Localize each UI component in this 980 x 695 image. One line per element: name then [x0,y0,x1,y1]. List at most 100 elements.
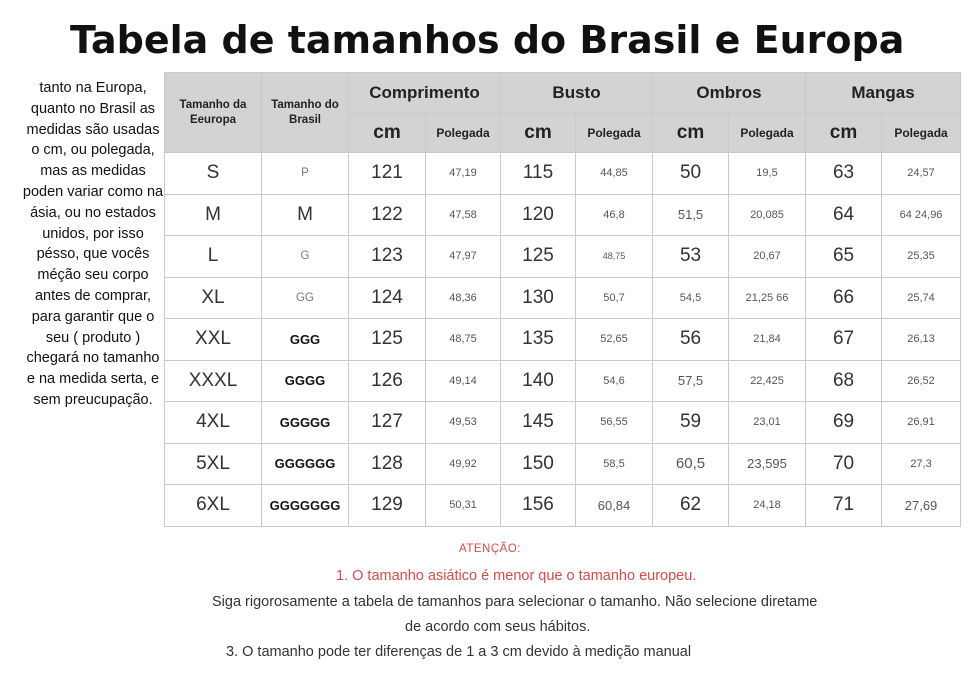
br-size-cell: G [261,235,349,278]
mangas-pol-cell: 26,91 [881,401,962,444]
mangas-pol-cell: 27,3 [881,442,962,485]
ombros-pol-cell: 23,595 [728,442,807,485]
table-row: 4XL GGGGG 127 49,53 145 56,55 59 23,01 6… [164,401,962,444]
busto-cm-cell: 120 [500,193,576,236]
comprimento-cm-cell: 125 [348,318,426,361]
ombros-pol-cell: 20,67 [728,235,807,278]
comprimento-pol-cell: 49,53 [425,401,501,444]
busto-cm-cell: 156 [500,484,576,527]
page-title: Tabela de tamanhos do Brasil e Europa [70,18,905,62]
mangas-pol-cell: 26,13 [881,318,962,361]
mangas-cm-cell: 64 [805,193,883,236]
comprimento-pol-cell: 50,31 [425,484,501,527]
br-size-cell: GGGG [261,359,349,402]
comprimento-pol-cell: 48,75 [425,318,501,361]
mangas-cm-cell: 63 [805,152,883,195]
busto-pol-cell: 50,7 [574,276,654,319]
header-busto: Busto [499,72,654,114]
br-size-cell: GGGGGGG [261,484,349,527]
comprimento-pol-cell: 49,14 [425,359,501,402]
ombros-cm-cell: 54,5 [652,276,730,319]
eu-size-cell: 4XL [164,401,262,444]
header-polegada: Polegada [425,113,501,153]
br-size-cell: GGG [261,318,349,361]
busto-cm-cell: 150 [500,442,576,485]
mangas-cm-cell: 69 [805,401,883,444]
ombros-pol-cell: 23,01 [728,401,807,444]
comprimento-pol-cell: 47,19 [425,152,501,195]
comprimento-cm-cell: 127 [348,401,426,444]
header-eu-size: Tamanho da Eeuropa [164,72,262,153]
ombros-cm-cell: 51,5 [652,193,730,236]
mangas-cm-cell: 70 [805,442,883,485]
table-row: XXXL GGGG 126 49,14 140 54,6 57,5 22,425… [164,359,962,402]
mangas-cm-cell: 71 [805,484,883,527]
table-row: XXL GGG 125 48,75 135 52,65 56 21,84 67 … [164,318,962,361]
header-comprimento: Comprimento [348,72,501,114]
busto-pol-cell: 60,84 [574,484,654,527]
eu-size-cell: XXL [164,318,262,361]
attention-line-3: de acordo com seus hábitos. [405,619,591,635]
header-polegada: Polegada [881,113,962,153]
comprimento-cm-cell: 129 [348,484,426,527]
br-size-cell: M [261,193,349,236]
comprimento-cm-cell: 121 [348,152,426,195]
ombros-cm-cell: 57,5 [652,359,730,402]
table-row: XL GG 124 48,36 130 50,7 54,5 21,25 66 6… [164,276,962,319]
attention-heading: ATENÇÃO: [459,543,521,555]
mangas-pol-cell: 25,74 [881,276,962,319]
br-size-cell: GGGGGG [261,442,349,485]
mangas-cm-cell: 65 [805,235,883,278]
busto-pol-cell: 44,85 [574,152,654,195]
ombros-pol-cell: 20,085 [728,193,807,236]
table-row: L G 123 47,97 125 48,75 53 20,67 65 25,3… [164,235,962,278]
mangas-pol-cell: 25,35 [881,235,962,278]
comprimento-cm-cell: 126 [348,359,426,402]
ombros-cm-cell: 50 [652,152,730,195]
eu-size-cell: S [164,152,262,195]
eu-size-cell: M [164,193,262,236]
busto-cm-cell: 140 [500,359,576,402]
comprimento-pol-cell: 47,97 [425,235,501,278]
header-br-size: Tamanho do Brasil [261,72,349,153]
eu-size-cell: XL [164,276,262,319]
table-row: 6XL GGGGGGG 129 50,31 156 60,84 62 24,18… [164,484,962,527]
comprimento-cm-cell: 124 [348,276,426,319]
header-cm: cm [348,113,426,153]
ombros-cm-cell: 62 [652,484,730,527]
busto-pol-cell: 58,5 [574,442,654,485]
header-cm: cm [652,113,730,153]
busto-pol-cell: 56,55 [574,401,654,444]
busto-pol-cell: 46,8 [574,193,654,236]
comprimento-pol-cell: 49,92 [425,442,501,485]
ombros-cm-cell: 59 [652,401,730,444]
busto-cm-cell: 145 [500,401,576,444]
header-cm: cm [805,113,883,153]
mangas-cm-cell: 66 [805,276,883,319]
br-size-cell: GG [261,276,349,319]
ombros-cm-cell: 53 [652,235,730,278]
busto-cm-cell: 130 [500,276,576,319]
attention-line-2: Siga rigorosamente a tabela de tamanhos … [212,594,818,610]
eu-size-cell: 6XL [164,484,262,527]
busto-pol-cell: 54,6 [574,359,654,402]
comprimento-pol-cell: 47,58 [425,193,501,236]
ombros-cm-cell: 60,5 [652,442,730,485]
header-cm: cm [500,113,576,153]
mangas-pol-cell: 27,69 [881,484,962,527]
ombros-pol-cell: 21,84 [728,318,807,361]
ombros-pol-cell: 19,5 [728,152,807,195]
busto-pol-cell: 48,75 [574,235,654,278]
br-size-cell: P [261,152,349,195]
comprimento-cm-cell: 122 [348,193,426,236]
table-row: S P 121 47,19 115 44,85 50 19,5 63 24,57 [164,152,962,195]
busto-pol-cell: 52,65 [574,318,654,361]
mangas-pol-cell: 24,57 [881,152,962,195]
comprimento-cm-cell: 128 [348,442,426,485]
busto-cm-cell: 115 [500,152,576,195]
header-polegada: Polegada [574,113,654,153]
attention-line-4: 3. O tamanho pode ter diferenças de 1 a … [226,644,692,660]
table-row: 5XL GGGGGG 128 49,92 150 58,5 60,5 23,59… [164,442,962,485]
busto-cm-cell: 135 [500,318,576,361]
comprimento-pol-cell: 48,36 [425,276,501,319]
